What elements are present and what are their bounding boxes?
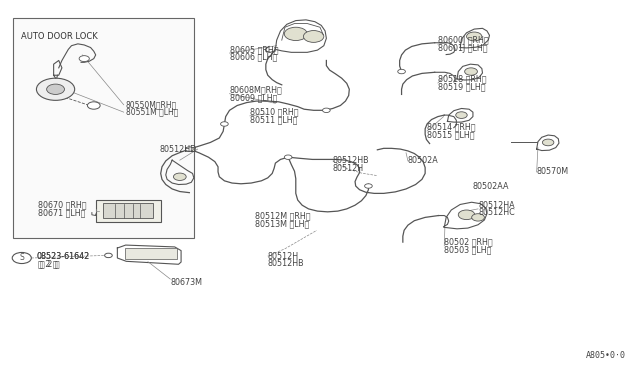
Text: 80601J 〈LH〉: 80601J 〈LH〉 <box>438 44 488 53</box>
Text: 80673M: 80673M <box>170 278 202 287</box>
Text: 80511 〈LH〉: 80511 〈LH〉 <box>250 115 298 124</box>
Text: 80518 〈RH〉: 80518 〈RH〉 <box>438 74 486 83</box>
Text: 80600J 〈RH〉: 80600J 〈RH〉 <box>438 36 488 45</box>
Text: 80512HC: 80512HC <box>478 208 515 217</box>
Circle shape <box>36 78 75 100</box>
Text: 80570M: 80570M <box>537 167 569 176</box>
Text: 80512HD: 80512HD <box>159 145 196 154</box>
Text: 80512HA: 80512HA <box>478 201 515 210</box>
Circle shape <box>104 253 112 258</box>
Bar <box>13 18 195 238</box>
Circle shape <box>79 56 90 62</box>
Circle shape <box>456 112 467 118</box>
Text: S: S <box>19 253 24 263</box>
Circle shape <box>542 139 554 146</box>
Text: 80608M〈RH〉: 80608M〈RH〉 <box>230 86 282 94</box>
Text: A805•0·0: A805•0·0 <box>586 350 626 359</box>
Text: 80514 〈RH〉: 80514 〈RH〉 <box>427 122 476 131</box>
Text: 80515 〈LH〉: 80515 〈LH〉 <box>427 131 474 140</box>
Text: 80550M〈RH〉: 80550M〈RH〉 <box>125 100 177 109</box>
Circle shape <box>303 31 324 42</box>
Text: 80512H: 80512H <box>333 164 364 173</box>
Text: 80512M 〈RH〉: 80512M 〈RH〉 <box>255 212 310 221</box>
Text: 08523-61642: 08523-61642 <box>36 252 90 262</box>
Text: 80502AA: 80502AA <box>473 182 509 191</box>
Bar <box>103 203 153 218</box>
Circle shape <box>284 27 307 41</box>
Circle shape <box>472 214 484 221</box>
Text: 80502A: 80502A <box>408 156 438 166</box>
Circle shape <box>173 173 186 180</box>
Text: AUTO DOOR LOCK: AUTO DOOR LOCK <box>20 32 97 41</box>
Circle shape <box>365 184 372 188</box>
Circle shape <box>12 253 31 263</box>
Circle shape <box>88 102 100 109</box>
Text: 80513M 〈LH〉: 80513M 〈LH〉 <box>255 219 309 228</box>
Text: 80502 〈RH〉: 80502 〈RH〉 <box>444 238 493 247</box>
Text: 〈 2 〉: 〈 2 〉 <box>38 260 58 269</box>
Text: 80605 〈RH〉: 80605 〈RH〉 <box>230 45 278 54</box>
Text: 80512H: 80512H <box>268 251 299 261</box>
Circle shape <box>397 69 405 74</box>
Circle shape <box>284 155 292 160</box>
Text: 80510 〈RH〉: 80510 〈RH〉 <box>250 108 298 117</box>
Bar <box>96 200 161 222</box>
Bar <box>125 248 177 259</box>
Text: 80670 〈RH〉: 80670 〈RH〉 <box>38 201 87 210</box>
Text: 80519 〈LH〉: 80519 〈LH〉 <box>438 83 485 92</box>
Text: 80503 〈LH〉: 80503 〈LH〉 <box>444 245 492 254</box>
Text: 80606 〈LH〉: 80606 〈LH〉 <box>230 53 276 62</box>
Circle shape <box>465 68 477 75</box>
Circle shape <box>458 210 475 219</box>
Bar <box>185 147 194 151</box>
Circle shape <box>186 147 193 151</box>
Text: 80512HB: 80512HB <box>268 259 305 268</box>
Circle shape <box>221 122 228 126</box>
Text: 80671 〈LH〉: 80671 〈LH〉 <box>38 208 86 217</box>
Text: 80551M 〈LH〉: 80551M 〈LH〉 <box>125 108 178 117</box>
Circle shape <box>323 108 330 112</box>
Text: 〈 2 〉: 〈 2 〉 <box>40 260 60 269</box>
Circle shape <box>47 84 65 94</box>
Text: 80609 〈LH〉: 80609 〈LH〉 <box>230 93 277 102</box>
Text: 80512HB: 80512HB <box>333 156 369 166</box>
Circle shape <box>467 32 482 41</box>
Text: 08523-61642: 08523-61642 <box>36 252 90 262</box>
